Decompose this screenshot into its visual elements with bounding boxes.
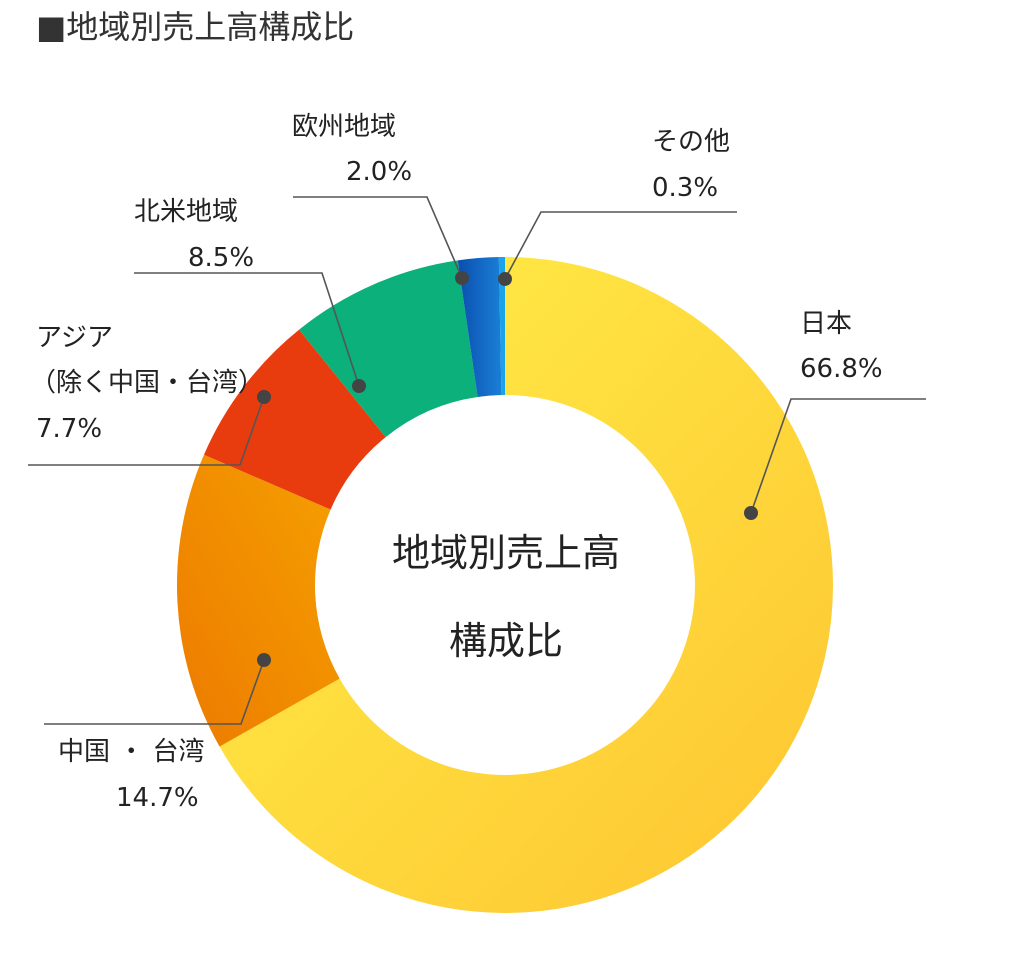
label-north-america-name: 北米地域: [134, 197, 238, 227]
leader-china-taiwan: [44, 659, 265, 725]
label-china-taiwan-value: 14.7%: [116, 783, 199, 813]
center-label-line-1: 地域別売上高: [392, 531, 620, 575]
donut-slices: [176, 257, 834, 913]
label-china-taiwan-name: 中国 ・ 台湾: [58, 737, 205, 767]
slice-china-taiwan: [176, 454, 340, 747]
slice-labels: 日本 66.8% 中国 ・ 台湾 14.7% アジア （除く中国・台湾） 7.7…: [30, 112, 883, 813]
center-label-line-2: 構成比: [449, 619, 563, 663]
slice-europe: [457, 257, 502, 397]
leader-dot-others: [498, 272, 512, 286]
leader-japan: [750, 398, 926, 514]
chart-title: ■地域別売上高構成比: [36, 8, 354, 46]
label-japan-value: 66.8%: [800, 354, 883, 384]
leader-lines: [28, 196, 926, 725]
label-north-america-value: 8.5%: [188, 243, 254, 273]
label-europe-value: 2.0%: [346, 157, 412, 187]
leader-europe: [293, 196, 463, 279]
slice-asia: [203, 329, 386, 510]
slice-japan: [219, 257, 834, 913]
leader-dot-asia: [257, 390, 271, 404]
slice-north-america: [299, 260, 478, 438]
label-others-name: その他: [652, 127, 730, 157]
leader-dot-japan: [744, 506, 758, 520]
leader-north-america: [134, 272, 360, 387]
center-label: 地域別売上高 構成比: [392, 531, 620, 663]
label-asia-value: 7.7%: [36, 414, 102, 444]
leader-others: [504, 211, 737, 280]
leader-dot-north-america: [352, 379, 366, 393]
slice-others: [498, 257, 505, 396]
label-asia-name-line-2: （除く中国・台湾）: [30, 368, 264, 398]
label-japan-name: 日本: [800, 309, 852, 339]
label-europe-name: 欧州地域: [292, 112, 396, 142]
leader-dot-europe: [455, 271, 469, 285]
label-asia-name-line-1: アジア: [36, 323, 113, 353]
leader-asia: [28, 396, 265, 466]
label-others-value: 0.3%: [652, 173, 718, 203]
leader-dot-china-taiwan: [257, 653, 271, 667]
